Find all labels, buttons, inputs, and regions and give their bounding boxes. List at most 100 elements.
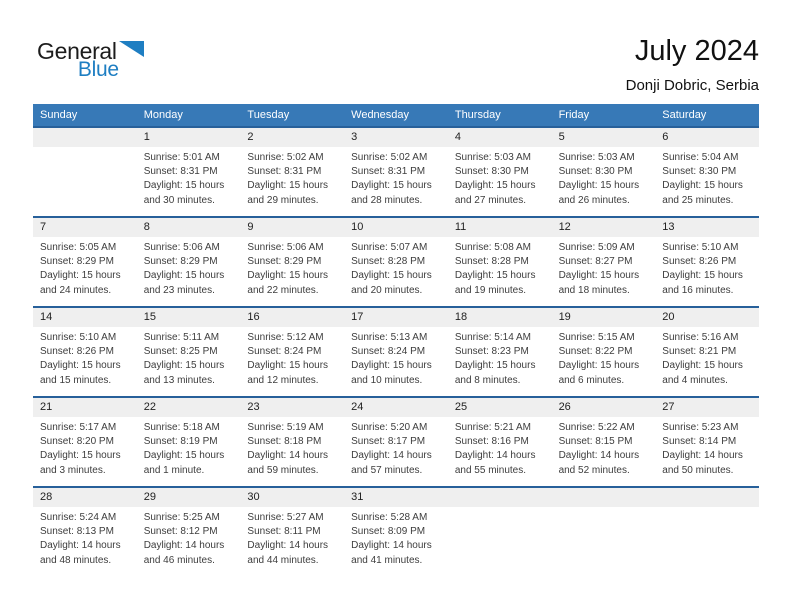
day-details: Sunrise: 5:23 AM Sunset: 8:14 PM Daylight:… (655, 417, 759, 478)
detail-line: and 4 minutes. (662, 374, 728, 386)
detail-line: Sunset: 8:29 PM (247, 256, 322, 268)
detail-line: Sunset: 8:26 PM (40, 346, 114, 358)
detail-line: Daylight: 15 hours (40, 360, 121, 372)
detail-line: and 15 minutes. (40, 374, 112, 386)
weekday-header-wednesday: Wednesday (351, 109, 410, 121)
day-details: Sunrise: 5:19 AM Sunset: 8:18 PM Daylight:… (240, 417, 344, 478)
detail-line: and 23 minutes. (143, 284, 215, 296)
detail-line: and 18 minutes. (558, 284, 630, 296)
weekday-header-monday: Monday (143, 109, 183, 121)
detail-line: Daylight: 15 hours (454, 270, 536, 282)
day-cell-empty (655, 488, 759, 576)
day-cell-10: 10 Sunrise: 5:07 AM Sunset: 8:28 PM Dayligh… (344, 218, 448, 306)
detail-line: Daylight: 14 hours (558, 450, 640, 462)
day-details (33, 147, 137, 151)
day-number: 6 (655, 128, 759, 147)
day-details: Sunrise: 5:08 AM Sunset: 8:28 PM Daylight:… (448, 237, 552, 298)
day-details: Sunrise: 5:06 AM Sunset: 8:29 PM Daylight:… (137, 237, 241, 298)
day-details: Sunrise: 5:18 AM Sunset: 8:19 PM Daylight:… (137, 417, 241, 478)
detail-line: Daylight: 15 hours (558, 270, 640, 282)
detail-line: Sunrise: 5:14 AM (454, 332, 531, 343)
detail-line: Sunrise: 5:02 AM (351, 152, 428, 163)
day-details: Sunrise: 5:12 AM Sunset: 8:24 PM Daylight:… (240, 327, 344, 388)
detail-line: Sunset: 8:22 PM (558, 346, 633, 358)
weekday-header-saturday: Saturday (662, 109, 707, 121)
detail-line: and 41 minutes. (351, 554, 423, 566)
day-cell-7: 7 Sunrise: 5:05 AM Sunset: 8:29 PM Daylight… (33, 218, 137, 306)
detail-line: and 16 minutes. (662, 284, 734, 296)
detail-line: Sunset: 8:28 PM (454, 256, 529, 268)
detail-line: Sunrise: 5:23 AM (662, 422, 739, 433)
day-details: Sunrise: 5:17 AM Sunset: 8:20 PM Daylight:… (33, 417, 137, 478)
detail-line: Sunset: 8:29 PM (40, 256, 114, 268)
detail-line: Sunset: 8:16 PM (454, 436, 529, 448)
day-number: 2 (240, 128, 345, 147)
day-details (655, 507, 759, 511)
detail-line: and 1 minute. (143, 464, 205, 476)
day-cell-13: 13 Sunrise: 5:10 AM Sunset: 8:26 PM Dayligh… (655, 218, 759, 306)
day-details: Sunrise: 5:02 AM Sunset: 8:31 PM Daylight:… (240, 147, 344, 208)
logo-top: General (37, 40, 144, 63)
detail-line: Daylight: 15 hours (351, 360, 432, 372)
weekday-header-tuesday: Tuesday (247, 109, 290, 121)
detail-line: and 57 minutes. (351, 464, 423, 476)
day-cell-1: 1 Sunrise: 5:01 AM Sunset: 8:31 PM Daylight… (136, 128, 241, 216)
day-details: Sunrise: 5:09 AM Sunset: 8:27 PM Daylight:… (552, 237, 656, 298)
day-details: Sunrise: 5:24 AM Sunset: 8:13 PM Daylight:… (33, 507, 137, 568)
detail-line: Daylight: 15 hours (143, 450, 225, 462)
day-details: Sunrise: 5:01 AM Sunset: 8:31 PM Daylight:… (137, 147, 241, 208)
detail-line: Daylight: 14 hours (351, 540, 432, 552)
day-number (551, 488, 656, 507)
detail-line: Sunrise: 5:04 AM (662, 152, 739, 163)
detail-line: Sunrise: 5:28 AM (351, 512, 428, 523)
day-number (447, 488, 552, 507)
detail-line: Daylight: 15 hours (143, 270, 225, 282)
detail-line: Daylight: 14 hours (247, 450, 329, 462)
detail-line: Daylight: 15 hours (143, 360, 225, 372)
day-cell-18: 18 Sunrise: 5:14 AM Sunset: 8:23 PM Dayligh… (447, 308, 552, 396)
day-cell-empty (447, 488, 552, 576)
detail-line: and 46 minutes. (143, 554, 215, 566)
week-row: 7 Sunrise: 5:05 AM Sunset: 8:29 PM Daylight… (33, 216, 759, 306)
day-number: 4 (447, 128, 552, 147)
day-cell-30: 30 Sunrise: 5:27 AM Sunset: 8:11 PM Dayligh… (240, 488, 345, 576)
day-number (655, 488, 759, 507)
day-details: Sunrise: 5:21 AM Sunset: 8:16 PM Daylight:… (448, 417, 552, 478)
detail-line: Sunrise: 5:08 AM (454, 242, 531, 253)
detail-line: Sunset: 8:18 PM (247, 436, 322, 448)
detail-line: Daylight: 14 hours (351, 450, 432, 462)
detail-line: and 59 minutes. (247, 464, 319, 476)
day-details: Sunrise: 5:28 AM Sunset: 8:09 PM Daylight:… (344, 507, 448, 568)
detail-line: Sunset: 8:31 PM (351, 166, 426, 178)
day-cell-2: 2 Sunrise: 5:02 AM Sunset: 8:31 PM Daylight… (240, 128, 345, 216)
detail-line: Sunrise: 5:07 AM (351, 242, 428, 253)
detail-line: Daylight: 14 hours (247, 540, 329, 552)
weeks-container: 1 Sunrise: 5:01 AM Sunset: 8:31 PM Daylight… (33, 126, 759, 576)
detail-line: Sunset: 8:19 PM (143, 436, 218, 448)
logo-text-general: General (37, 38, 117, 64)
detail-line: Sunrise: 5:10 AM (40, 332, 117, 343)
day-cell-27: 27 Sunrise: 5:23 AM Sunset: 8:14 PM Dayligh… (655, 398, 759, 486)
day-number: 20 (655, 308, 759, 327)
day-cell-5: 5 Sunrise: 5:03 AM Sunset: 8:30 PM Daylight… (551, 128, 656, 216)
detail-line: Sunrise: 5:20 AM (351, 422, 428, 433)
detail-line: Daylight: 15 hours (454, 360, 536, 372)
day-number: 8 (136, 218, 241, 237)
day-cell-empty (33, 128, 137, 216)
detail-line: Sunset: 8:28 PM (351, 256, 426, 268)
detail-line: Daylight: 15 hours (351, 180, 432, 192)
day-details: Sunrise: 5:16 AM Sunset: 8:21 PM Daylight:… (655, 327, 759, 388)
week-row: 1 Sunrise: 5:01 AM Sunset: 8:31 PM Daylight… (33, 126, 759, 216)
detail-line: Daylight: 15 hours (454, 180, 536, 192)
detail-line: Sunrise: 5:01 AM (143, 152, 220, 163)
detail-line: Sunrise: 5:24 AM (40, 512, 117, 523)
day-details: Sunrise: 5:22 AM Sunset: 8:15 PM Daylight:… (552, 417, 656, 478)
detail-line: Sunset: 8:21 PM (662, 346, 737, 358)
day-number: 9 (240, 218, 345, 237)
detail-line: Daylight: 14 hours (662, 450, 743, 462)
detail-line: Sunset: 8:29 PM (143, 256, 218, 268)
day-details: Sunrise: 5:04 AM Sunset: 8:30 PM Daylight:… (655, 147, 759, 208)
detail-line: Sunset: 8:09 PM (351, 526, 426, 538)
day-cell-21: 21 Sunrise: 5:17 AM Sunset: 8:20 PM Dayligh… (33, 398, 137, 486)
